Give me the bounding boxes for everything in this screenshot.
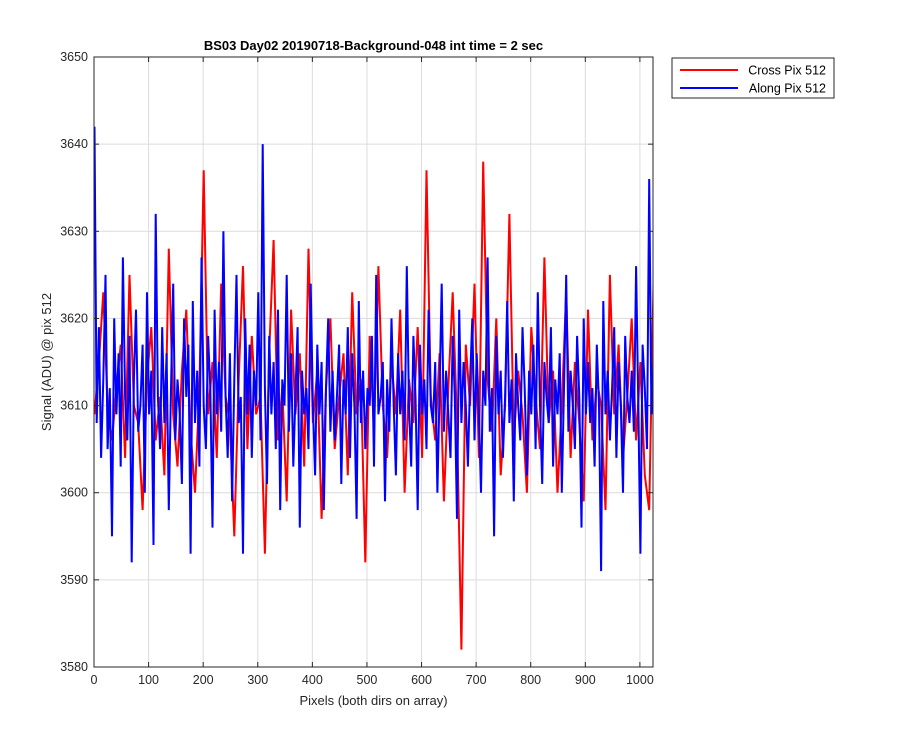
y-tick-label: 3590 — [60, 573, 88, 587]
y-tick-label: 3610 — [60, 399, 88, 413]
x-tick-label: 700 — [466, 673, 487, 687]
x-tick-label: 400 — [302, 673, 323, 687]
legend-box — [671, 57, 835, 99]
x-tick-label: 200 — [193, 673, 214, 687]
y-tick-label: 3640 — [60, 137, 88, 151]
series-line-along-pix-512 — [94, 126, 653, 572]
x-tick-label: 900 — [575, 673, 596, 687]
legend: Cross Pix 512 Along Pix 512 — [671, 57, 835, 99]
y-tick-label: 3600 — [60, 486, 88, 500]
x-tick-label: 500 — [357, 673, 378, 687]
y-tick-label: 3620 — [60, 311, 88, 325]
x-tick-label: 600 — [411, 673, 432, 687]
y-axis-label: Signal (ADU) @ pix 512 — [39, 293, 54, 431]
x-tick-label: 300 — [247, 673, 268, 687]
legend-label-along-pix-512: Along Pix 512 — [749, 82, 826, 96]
y-tick-label: 3630 — [60, 224, 88, 238]
series-layer — [94, 126, 653, 650]
x-tick-label: 100 — [138, 673, 159, 687]
x-tick-label: 800 — [520, 673, 541, 687]
x-axis-label: Pixels (both dirs on array) — [299, 693, 447, 708]
y-tick-label: 3650 — [60, 50, 88, 64]
x-tick-label: 0 — [91, 673, 98, 687]
axis-ticks: 0 100 200 300 400 500 600 700 800 900 1000 3580 3590… — [60, 50, 654, 687]
plot-area — [94, 57, 653, 667]
plot-frame — [93, 56, 654, 668]
chart-title: BS03 Day02 20190718-Background-048 int t… — [204, 38, 543, 53]
x-tick-label: 1000 — [626, 673, 654, 687]
legend-label-cross-pix-512: Cross Pix 512 — [748, 64, 826, 78]
y-tick-label: 3580 — [60, 660, 88, 674]
